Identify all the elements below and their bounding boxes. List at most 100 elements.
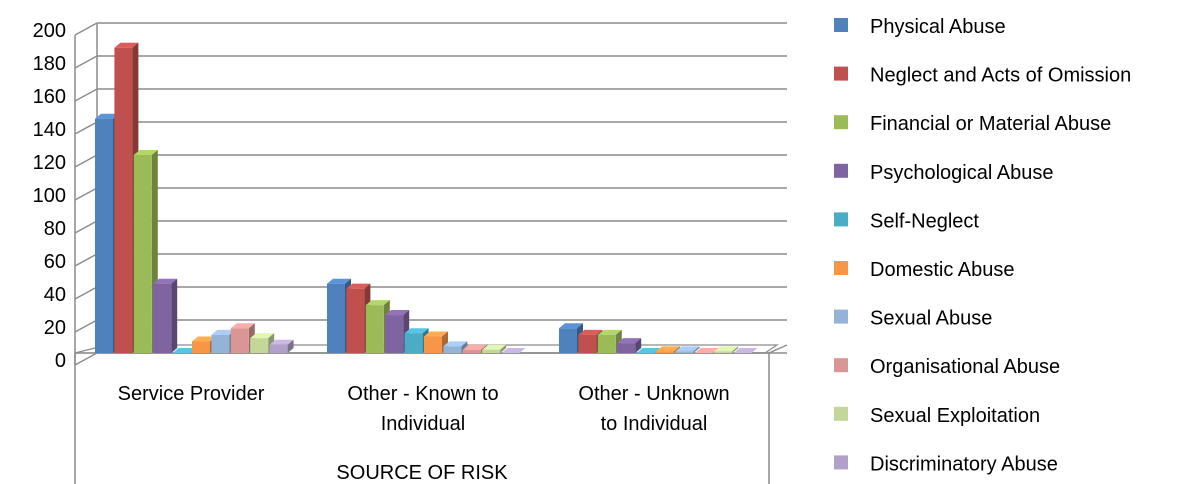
bar-top-face [133,150,158,155]
bar-top-face [656,346,680,352]
legend-label: Sexual Exploitation [870,405,1040,427]
bar-front-face [192,341,210,353]
legend-item: Neglect and Acts of Omission [834,65,1131,87]
legend-label: Psychological Abuse [870,162,1053,184]
bar-front-face [443,346,462,353]
bar-front-face [327,283,345,353]
legend-swatch [834,358,848,373]
bar [269,339,294,353]
side-wall-gridline [74,121,98,135]
bar-front-face [211,334,230,353]
y-tick-label: 120 [33,152,66,174]
bar-top-face [694,348,719,353]
bar-side-face [732,346,739,353]
bar-top-face [578,329,603,335]
bar [636,348,661,354]
legend-item: Self-Neglect [834,210,979,232]
legend-label: Financial or Material Abuse [870,113,1111,135]
bar [675,346,700,353]
legend-item: Financial or Material Abuse [834,113,1111,135]
bar-front-face [250,338,269,353]
bar-top-face [424,331,448,337]
legend-swatch [834,66,848,81]
legend-item: Psychological Abuse [834,162,1053,184]
bar-top-face [192,336,216,342]
side-wall-gridline [74,319,98,333]
side-wall-gridline [74,55,98,69]
bar-front-face [404,333,423,353]
bar-top-face [733,348,758,353]
x-axis-title: SOURCE OF RISK [336,462,508,484]
bar-front-face [617,343,636,353]
legend-label: Physical Abuse [870,16,1006,38]
bar [714,346,739,353]
legend-swatch [834,163,848,178]
bar-front-face [365,305,384,353]
side-wall-gridline [74,187,98,201]
bar-top-face [559,323,583,329]
bar-top-face [95,113,119,119]
bar-top-face [385,310,410,316]
bar-side-face [171,278,178,353]
bar-front-face [578,334,597,353]
y-tick-label: 80 [44,218,66,240]
bar-top-face [501,348,526,353]
legend-swatch [834,309,848,324]
bar-front-face [95,118,113,353]
side-wall-gridline [74,286,98,300]
bar-top-face [404,328,429,334]
bar-front-face [462,349,481,353]
bar-front-face [559,328,577,353]
legend-label: Neglect and Acts of Omission [870,65,1131,87]
floor-right-edge [768,344,788,354]
bar [733,348,758,354]
bar-top-face [482,344,507,350]
legend-item: Organisational Abuse [834,356,1060,378]
legend-item: Domestic Abuse [834,259,1015,281]
bar-front-face [346,288,365,353]
legend-item: Sexual Exploitation [834,405,1040,427]
bar-top-face [269,339,294,345]
bar-top-face [153,278,178,284]
bar-front-face [153,283,172,353]
legend-swatch [834,212,848,227]
legend-label: Organisational Abuse [870,356,1060,378]
bar-front-face [656,351,674,353]
legend-label: Sexual Abuse [870,308,992,330]
legend-swatch [834,115,848,130]
bar-side-face [500,344,507,353]
bar-top-face [636,348,661,353]
x-category-label: to Individual [601,413,708,435]
bar-top-face [211,329,236,335]
y-tick-label: 160 [33,86,66,108]
bar-front-face [114,47,133,353]
bar-front-face [230,328,249,353]
y-tick-label: 0 [55,350,66,372]
side-wall-gridline [74,22,98,36]
x-axis-category-labels: Service Provider Other - Known to Individu… [118,383,730,435]
legend-item: Discriminatory Abuse [834,453,1058,475]
bar-front-face [269,344,288,353]
y-tick-label: 180 [33,53,66,75]
bar-top-face [230,323,255,329]
side-wall-gridline [74,154,98,168]
bar [482,344,507,353]
bar-front-face [133,155,152,353]
bar-top-face [250,333,275,339]
legend-label: Discriminatory Abuse [870,453,1058,475]
legend-swatch [834,455,848,470]
bars [95,42,758,354]
bar-top-face [597,329,622,335]
x-category-label: Service Provider [118,383,265,405]
legend-item: Physical Abuse [834,16,1006,38]
side-wall-gridline [74,220,98,234]
side-wall-gridline [74,253,98,267]
y-axis-tick-labels: 0 20 40 60 80 100 120 140 160 180 200 [33,20,66,372]
bar-top-face [346,283,371,289]
legend-swatch [834,261,848,275]
y-tick-label: 100 [33,185,66,207]
bar-front-face [424,336,442,353]
bar-top-face [365,300,390,306]
bar [153,278,178,353]
